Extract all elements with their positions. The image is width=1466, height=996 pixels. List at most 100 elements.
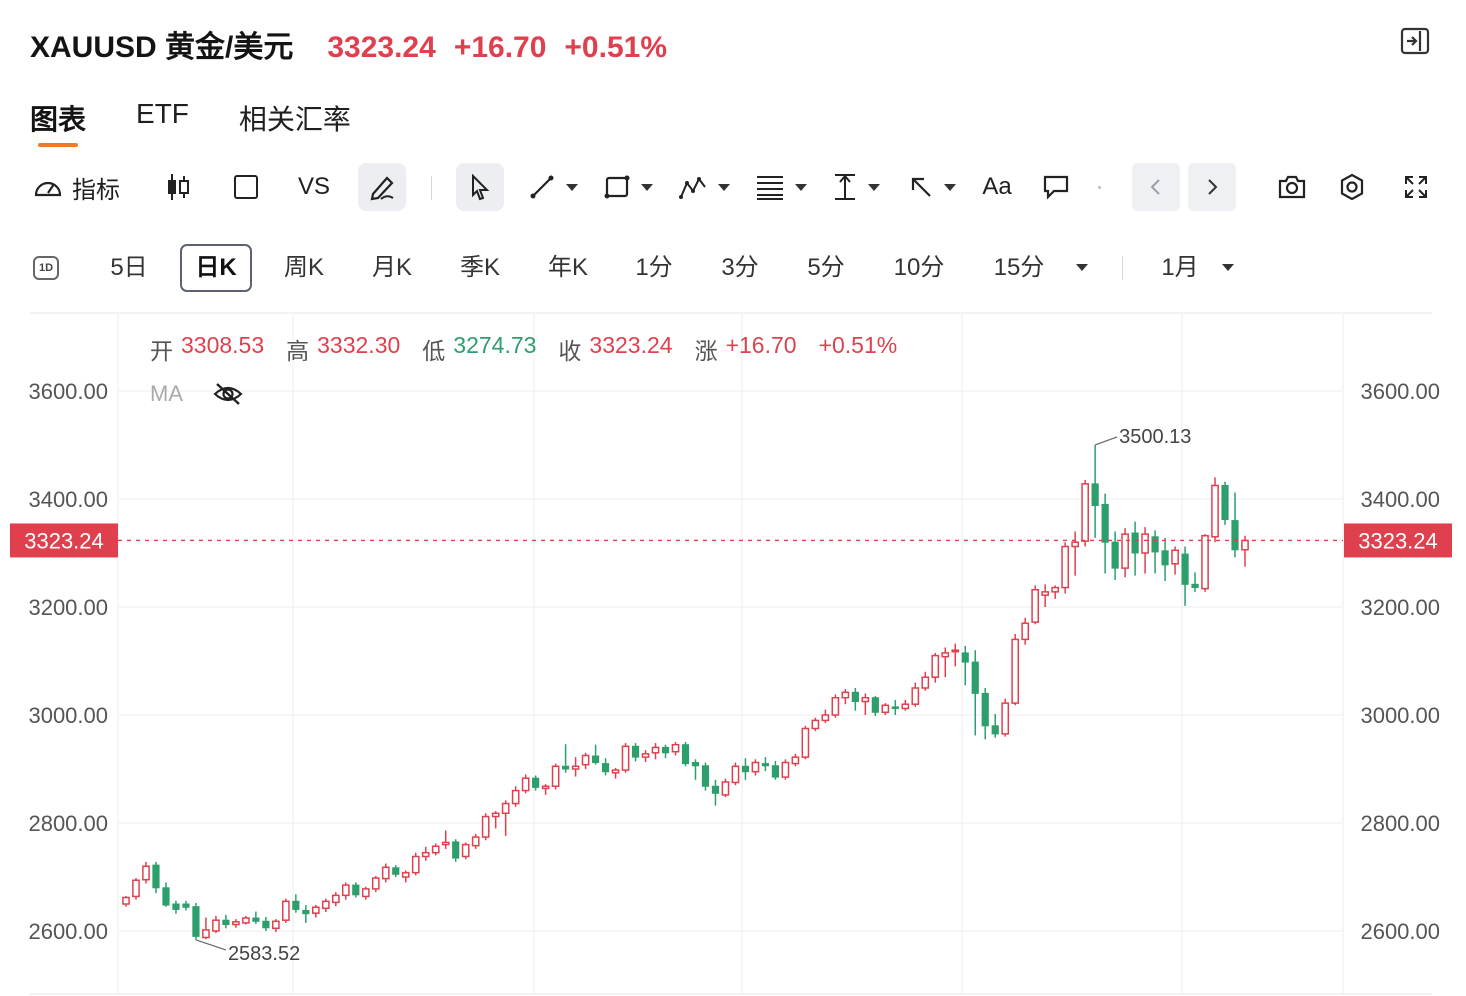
candle-body-up: [721, 781, 730, 796]
current-price-badge-left: [10, 523, 118, 558]
candle-body-up: [581, 754, 590, 766]
candle-body-down: [771, 765, 780, 778]
chevron-down-icon[interactable]: [1222, 264, 1234, 271]
candle-body-up: [811, 719, 820, 730]
candle-body-down: [701, 765, 710, 787]
candle-body-up: [1211, 484, 1219, 538]
candle-body-up: [411, 855, 420, 874]
candle-body-down: [891, 706, 899, 710]
fibonacci-tool[interactable]: [752, 163, 810, 211]
tab-chart[interactable]: 图表: [30, 98, 86, 147]
candle-body-up: [1141, 533, 1149, 554]
candle-body-down: [562, 765, 570, 770]
compare-box-button[interactable]: [226, 163, 266, 211]
candle-body-up: [881, 704, 890, 714]
cursor-icon: [472, 173, 490, 201]
candle-body-up: [441, 841, 450, 846]
y-tick-label-right: 2600.00: [1360, 919, 1440, 944]
y-tick-label-right: 3000.00: [1360, 703, 1440, 728]
comment-tool[interactable]: [1038, 163, 1074, 211]
candle-body-down: [392, 867, 400, 875]
candle-body-up: [341, 884, 350, 897]
candlestick-chart[interactable]: 2600.00 2600.00 2800.00 2800.00 3000.00 3000.…: [0, 312, 1466, 996]
line-icon: [530, 175, 554, 199]
candle-body-down: [761, 763, 770, 767]
candle-body-up: [841, 691, 850, 699]
arrow-tool[interactable]: [904, 163, 960, 211]
period-1min[interactable]: 1分: [635, 254, 673, 281]
y-tick-label-right: 3600.00: [1360, 379, 1440, 404]
candle-body-up: [931, 654, 940, 678]
candle-body-down: [981, 692, 989, 727]
vs-label: VS: [297, 173, 330, 200]
candle-body-up: [801, 727, 810, 758]
min-annotation-line: [195, 939, 227, 951]
wave-tool[interactable]: [676, 163, 732, 211]
y-tick-label-left: 3400.00: [28, 487, 108, 512]
period-monthly[interactable]: 月K: [371, 254, 412, 281]
period-3min[interactable]: 3分: [721, 254, 759, 281]
camera-icon: [1278, 175, 1306, 199]
tab-related-fx[interactable]: 相关汇率: [238, 104, 351, 135]
candle-body-down: [851, 691, 859, 703]
period-quarterly[interactable]: 季K: [459, 254, 500, 281]
ma-label[interactable]: MA: [150, 381, 183, 406]
candle-body-down: [302, 909, 310, 915]
scroll-right-button[interactable]: [1188, 163, 1236, 211]
open-value: 3308.53: [181, 332, 265, 358]
close-label: 收: [558, 338, 582, 364]
period-5d[interactable]: 5日: [110, 254, 148, 281]
candle-body-up: [571, 765, 580, 770]
ohlc-readout: 开 3308.53 高 3332.30 低 3274.73 收 3323.24 …: [150, 332, 919, 366]
period-5min[interactable]: 5分: [807, 254, 845, 281]
max-annotation-line: [1094, 436, 1118, 446]
candle-body-down: [532, 777, 540, 788]
candle-body-down: [691, 762, 700, 767]
candle-body-down: [1191, 583, 1199, 589]
fullscreen-button[interactable]: [1398, 163, 1434, 211]
screenshot-button[interactable]: [1274, 163, 1310, 211]
text-tool[interactable]: Aa: [978, 163, 1016, 211]
chevron-down-icon[interactable]: [1076, 264, 1088, 271]
max-annotation-label: 3500.13: [1119, 426, 1191, 448]
candle-body-down: [871, 697, 879, 713]
y-tick-label-left: 3000.00: [28, 703, 108, 728]
candle-body-down: [1091, 483, 1099, 506]
line-tool[interactable]: [524, 163, 582, 211]
period-weekly[interactable]: 周K: [283, 254, 324, 281]
candle-body-up: [511, 789, 520, 805]
candlestick-icon: [168, 174, 189, 200]
candle-body-up: [541, 785, 550, 790]
candle-body-down: [152, 864, 160, 889]
tab-etf[interactable]: ETF: [136, 98, 189, 129]
candle-body-up: [461, 843, 470, 858]
scroll-left-button[interactable]: [1132, 163, 1180, 211]
period-daily[interactable]: 日K: [180, 244, 252, 292]
measure-tool[interactable]: [828, 163, 884, 211]
candle-type-button[interactable]: [158, 163, 198, 211]
pointer-tool[interactable]: [456, 163, 504, 211]
candle-body-down: [162, 887, 170, 906]
period-yearly[interactable]: 年K: [547, 254, 588, 281]
candle-body-up: [272, 920, 280, 930]
candle-body-down: [1151, 536, 1159, 553]
candle-body-up: [621, 745, 630, 771]
draw-toggle-button[interactable]: [358, 163, 406, 211]
period-1d-icon[interactable]: 1D: [33, 256, 59, 280]
candle-body-up: [1071, 541, 1079, 548]
change-value: +16.70: [725, 332, 797, 358]
candle-body-up: [1001, 702, 1010, 735]
candle-body-down: [971, 661, 979, 694]
candle-body-up: [901, 703, 910, 710]
collapse-panel-icon[interactable]: [1400, 27, 1430, 55]
vs-button[interactable]: VS: [292, 163, 336, 211]
header: XAUUSD 黄金/美元 3323.24 +16.70 +0.51%: [30, 22, 667, 64]
indicator-button[interactable]: 指标: [30, 163, 122, 211]
shape-tool[interactable]: [600, 163, 656, 211]
period-1month[interactable]: 1月: [1161, 254, 1199, 281]
settings-button[interactable]: [1334, 163, 1370, 211]
eye-hidden-icon[interactable]: [212, 380, 244, 408]
period-15min[interactable]: 15分: [993, 254, 1045, 281]
period-10min[interactable]: 10分: [893, 254, 945, 281]
candle-body-down: [601, 763, 610, 773]
